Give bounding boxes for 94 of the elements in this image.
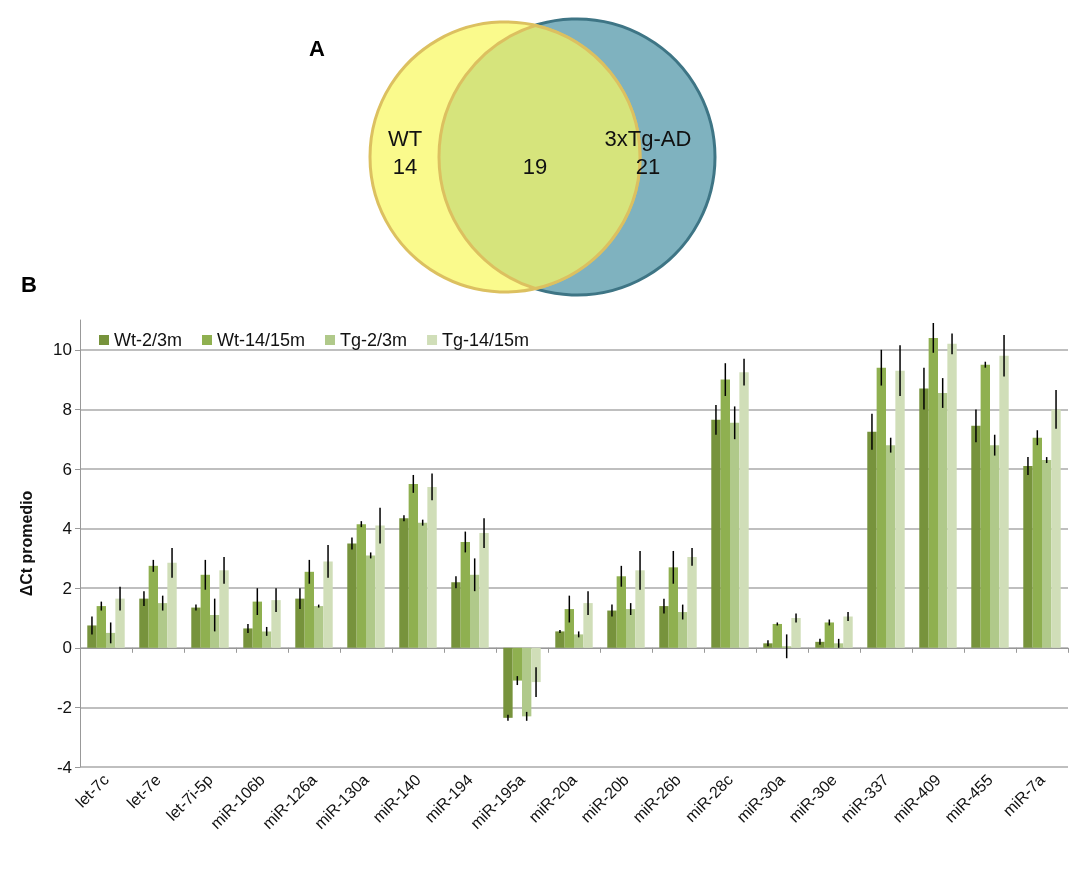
bar	[148, 565, 158, 648]
bar	[451, 582, 461, 648]
y-tick-label: -4	[56, 757, 72, 777]
bar	[668, 567, 678, 648]
bar	[1032, 437, 1042, 648]
bar	[555, 631, 565, 648]
bar	[158, 603, 168, 648]
bar	[1051, 409, 1061, 648]
y-tick-label: 8	[62, 399, 72, 419]
bar	[678, 612, 688, 648]
bar	[531, 647, 541, 683]
bar	[583, 603, 593, 648]
bar	[791, 618, 801, 648]
bar	[271, 600, 281, 648]
bar	[876, 367, 886, 648]
bar	[574, 634, 584, 648]
bar	[262, 631, 272, 648]
bar	[356, 524, 366, 648]
bar	[96, 606, 106, 648]
legend-label: Wt-2/3m	[114, 330, 183, 350]
bar	[659, 606, 669, 648]
y-tick-label: 10	[53, 340, 72, 360]
bar	[730, 422, 740, 648]
bar	[834, 643, 844, 648]
bar	[408, 483, 418, 648]
data-label: 19	[522, 153, 548, 179]
y-tick-label: 0	[62, 638, 72, 658]
y-tick-label: 6	[62, 459, 72, 479]
bar	[418, 522, 428, 648]
bar	[886, 445, 896, 648]
bar	[323, 561, 333, 648]
bar	[460, 542, 470, 648]
y-tick-label: -2	[56, 697, 72, 717]
bar	[479, 533, 489, 648]
bar	[210, 615, 220, 648]
legend-label: Tg-2/3m	[340, 330, 408, 350]
bar	[720, 379, 730, 648]
bar	[635, 570, 645, 648]
bar	[564, 609, 574, 648]
bar	[503, 647, 513, 718]
category-label: WT	[387, 125, 423, 151]
bar	[347, 543, 357, 648]
bar	[191, 607, 201, 648]
bar	[512, 647, 522, 681]
bar	[304, 571, 314, 648]
y-axis-title: ΔCt promedio	[17, 490, 35, 597]
bar	[947, 343, 957, 648]
bar	[87, 625, 97, 648]
bar	[219, 570, 229, 648]
bar	[971, 425, 981, 648]
bar	[711, 419, 721, 648]
bar	[470, 574, 480, 648]
bar	[375, 525, 385, 648]
bar	[772, 623, 782, 648]
bar	[938, 393, 948, 648]
category-label: 3xTg-AD	[604, 125, 692, 151]
bar	[200, 574, 210, 648]
bar	[366, 555, 376, 648]
bar	[824, 622, 834, 648]
data-label: 14	[392, 153, 418, 179]
chart-title: B	[21, 271, 37, 297]
legend-label: Tg-14/15m	[442, 330, 530, 350]
bar	[314, 606, 324, 648]
bar	[843, 616, 853, 648]
bar	[919, 388, 929, 648]
bar	[928, 337, 938, 648]
bar	[999, 355, 1009, 648]
bar	[139, 598, 149, 648]
bar	[739, 372, 749, 648]
y-tick-label: 4	[62, 519, 72, 539]
bar	[980, 364, 990, 648]
y-tick-label: 2	[62, 578, 72, 598]
bar	[106, 632, 116, 648]
bar	[990, 445, 1000, 648]
bar	[243, 628, 253, 648]
bar	[115, 598, 125, 648]
bar	[427, 486, 437, 648]
bar	[687, 556, 697, 648]
data-label: 21	[635, 153, 661, 179]
text: A	[309, 35, 325, 61]
bar	[522, 647, 532, 717]
bar	[295, 598, 305, 648]
bar	[867, 431, 877, 648]
bar	[1023, 466, 1033, 648]
bar	[252, 601, 262, 648]
bar	[1042, 460, 1052, 648]
bar	[167, 562, 177, 648]
bar	[607, 610, 617, 648]
bar	[815, 641, 825, 648]
bar	[626, 609, 636, 648]
bar	[616, 576, 626, 648]
bar	[895, 370, 905, 648]
legend-label: Wt-14/15m	[217, 330, 306, 350]
bar	[399, 518, 409, 648]
